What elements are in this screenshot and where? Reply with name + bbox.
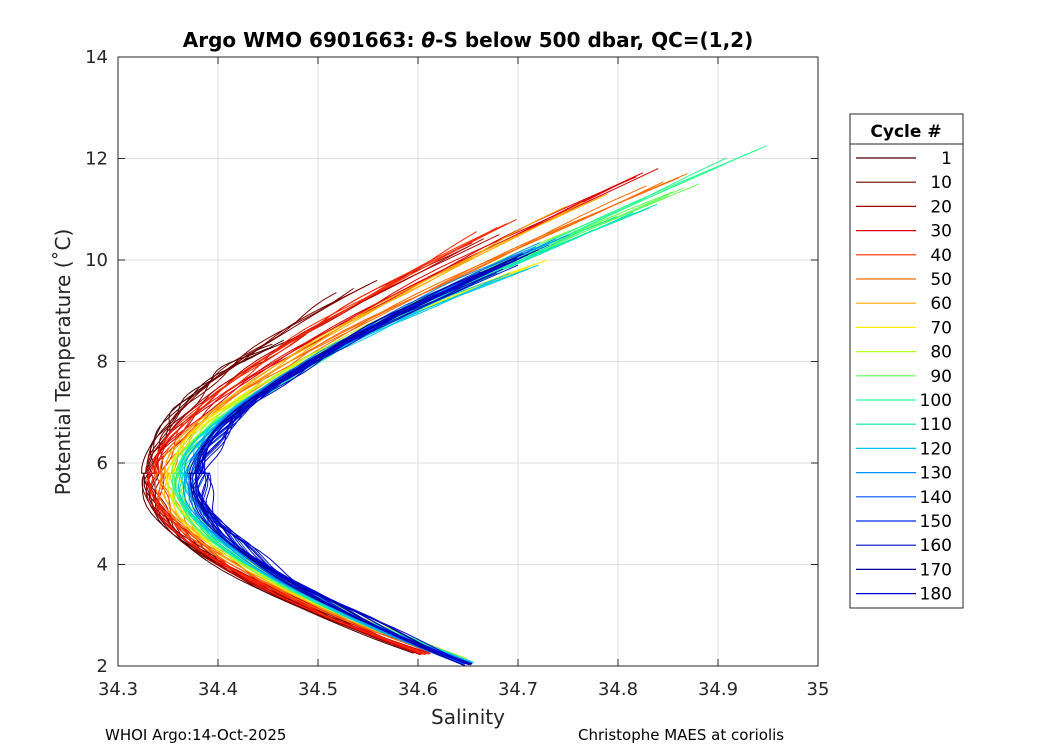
legend-label-100: 100: [920, 391, 952, 411]
legend-label-30: 30: [930, 222, 952, 242]
legend-label-50: 50: [930, 270, 952, 290]
y-tick-label: 8: [97, 352, 108, 373]
legend-label-70: 70: [930, 318, 952, 338]
chart-title: Argo WMO 6901663: θ-S below 500 dbar, QC…: [183, 28, 753, 52]
legend-label-40: 40: [930, 246, 952, 266]
x-axis-ticks: 34.3 34.4 34.5 34.6 34.7 34.8 34.9 35: [98, 57, 829, 700]
x-tick-label: 34.5: [298, 679, 338, 700]
legend: Cycle # 11020304050607080901001101201301…: [849, 113, 964, 609]
legend-label-150: 150: [920, 512, 952, 532]
legend-label-170: 170: [920, 560, 952, 580]
footer-right: Christophe MAES at coriolis: [578, 726, 784, 744]
legend-label-130: 130: [920, 464, 952, 484]
x-tick-label: 34.4: [198, 679, 238, 700]
legend-label-1: 1: [941, 149, 952, 169]
y-axis-ticks: 2 4 6 8 10 12 14: [85, 47, 818, 677]
series-line-cycle-120: [181, 268, 529, 664]
y-axis-label: Potential Temperature (˚C): [51, 229, 75, 496]
y-tick-label: 6: [97, 453, 108, 474]
legend-label-140: 140: [920, 488, 952, 508]
legend-label-120: 120: [920, 439, 952, 459]
legend-label-110: 110: [920, 415, 952, 435]
series-line-cycle-180: [202, 271, 481, 665]
x-tick-label: 34.3: [98, 679, 138, 700]
x-tick-label: 34.9: [698, 679, 738, 700]
x-tick-label: 34.7: [498, 679, 538, 700]
series-line-cycle-40: [155, 231, 477, 654]
legend-label-90: 90: [930, 367, 952, 387]
y-tick-label: 14: [85, 47, 108, 68]
series-lines: [141, 145, 767, 666]
legend-label-20: 20: [930, 197, 952, 217]
legend-label-180: 180: [920, 585, 952, 605]
y-tick-label: 2: [97, 656, 108, 677]
legend-label-160: 160: [920, 536, 952, 556]
y-tick-label: 4: [97, 555, 108, 576]
series-line-cycle-40: [153, 227, 498, 655]
legend-label-10: 10: [930, 173, 952, 193]
y-tick-label: 12: [85, 149, 108, 170]
footer-left: WHOI Argo:14-Oct-2025: [105, 726, 286, 744]
series-line-cycle-40: [147, 218, 517, 656]
legend-label-80: 80: [930, 343, 952, 363]
x-tick-label: 34.8: [598, 679, 638, 700]
legend-box: [849, 113, 964, 609]
y-tick-label: 10: [85, 250, 108, 271]
legend-label-60: 60: [930, 294, 952, 314]
x-tick-label: 34.6: [398, 679, 438, 700]
legend-title: Cycle #: [870, 122, 941, 142]
x-axis-label: Salinity: [431, 705, 505, 729]
x-tick-label: 35: [807, 679, 830, 700]
series-line-cycle-180: [195, 259, 518, 666]
